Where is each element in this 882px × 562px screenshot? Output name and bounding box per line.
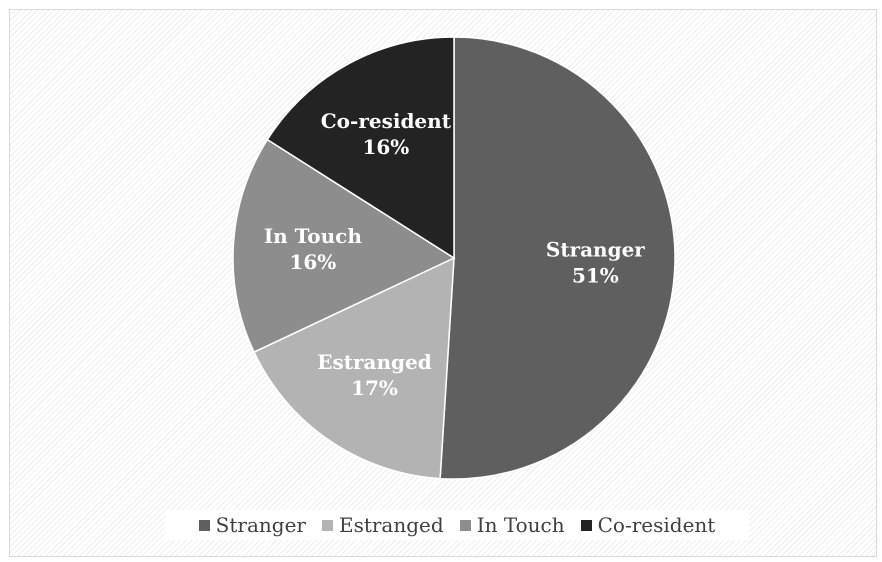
legend-item-in-touch: In Touch (459, 513, 565, 537)
pie-slice-stranger (439, 36, 676, 480)
legend-item-co-resident: Co-resident (580, 513, 716, 537)
legend-swatch (198, 519, 210, 531)
pie-slice-in-touch (232, 138, 456, 354)
slice-label-in-touch: In Touch 16% (264, 224, 363, 274)
legend: Stranger Estranged In Touch Co-resident (165, 510, 749, 540)
pie-slice-estranged (253, 256, 455, 480)
legend-swatch (580, 519, 592, 531)
legend-item-stranger: Stranger (198, 513, 306, 537)
legend-swatch (321, 519, 333, 531)
slice-labels: Stranger 51% Estranged 17% In Touch 16% Co-res… (264, 109, 645, 400)
pie-slices (232, 36, 676, 480)
pie-slice-co-resident (266, 36, 455, 260)
legend-label: Co-resident (597, 513, 716, 537)
slice-label-estranged: Estranged 17% (317, 350, 431, 400)
slice-label-co-resident: Co-resident 16% (321, 109, 452, 159)
legend-swatch (459, 519, 471, 531)
legend-item-estranged: Estranged (321, 513, 444, 537)
legend-label: Estranged (338, 513, 444, 537)
legend-label: In Touch (476, 513, 565, 537)
legend-label: Stranger (215, 513, 306, 537)
slice-label-stranger: Stranger 51% (546, 237, 645, 287)
